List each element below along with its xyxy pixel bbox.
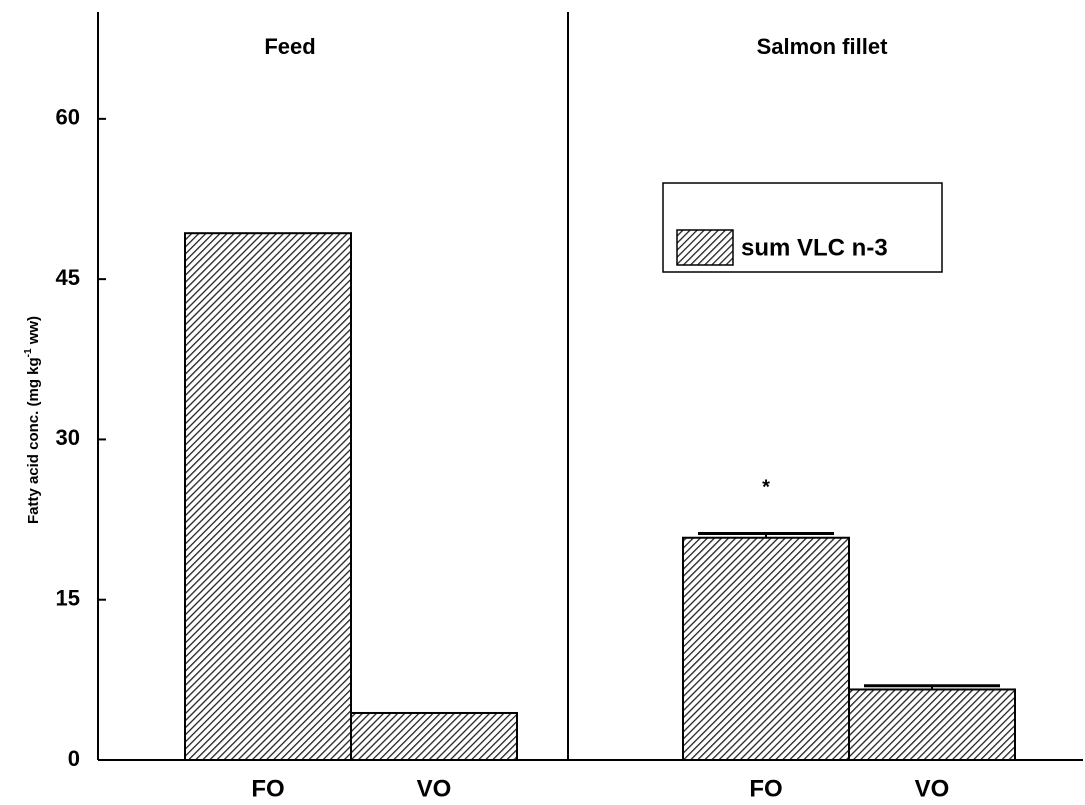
panel-title: Salmon fillet [757,34,888,59]
bar [350,711,518,761]
x-tick-label: FO [251,775,284,802]
panel-title: Feed [264,34,315,59]
bar [848,688,1016,762]
y-tick-label: 15 [56,586,80,611]
x-tick-label: VO [915,775,950,802]
x-tick-label: VO [417,775,452,802]
y-tick-label: 30 [56,425,80,450]
y-axis-label-part: ww) [25,316,42,349]
legend-label: sum VLC n-3 [741,234,888,261]
y-axis-label: Fatty acid conc. (mg kg-1 ww) [23,316,42,524]
annotation: * [762,477,770,499]
y-tick-label: 60 [56,105,80,130]
y-tick-label: 0 [68,746,80,771]
bar [682,536,850,761]
x-tick-label: FO [749,775,782,802]
y-axis-label-part: -1 [23,348,34,357]
bar [184,232,352,762]
legend-swatch [676,229,734,266]
y-tick-label: 45 [56,265,80,290]
y-axis-label-part: Fatty acid conc. (mg kg [25,357,42,524]
